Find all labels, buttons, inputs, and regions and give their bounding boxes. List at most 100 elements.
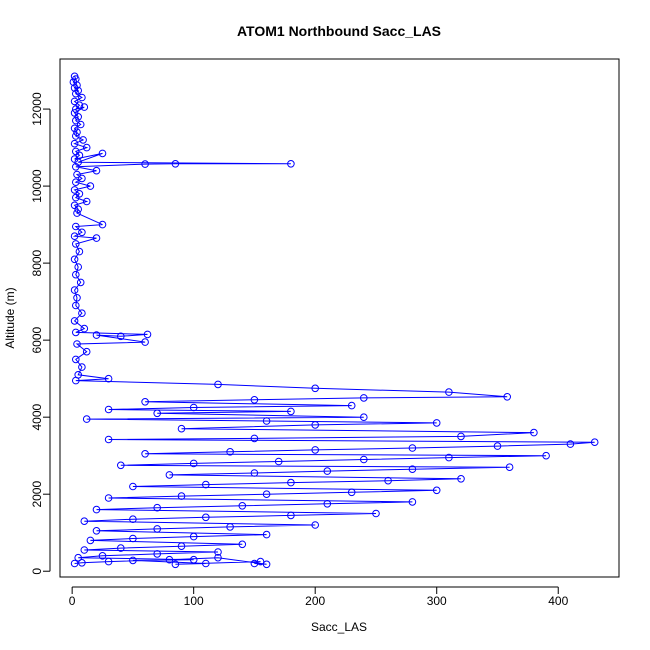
data-point [72, 328, 80, 337]
data-point [141, 160, 149, 168]
data-point [226, 523, 234, 531]
data-point [80, 103, 89, 111]
data-point [70, 186, 79, 194]
data-point [214, 553, 222, 562]
data-point [457, 432, 465, 441]
data-point [73, 294, 81, 302]
data-point [72, 301, 80, 310]
data-point [214, 548, 222, 556]
x-tick-label-0: 0 [69, 594, 76, 608]
data-point [202, 480, 210, 489]
y-tick-label-4: 8000 [30, 249, 44, 276]
data-point [262, 490, 271, 499]
data-point [226, 448, 234, 456]
data-point [202, 559, 210, 568]
data-point [153, 409, 161, 418]
data-point [189, 532, 198, 541]
data-point [104, 494, 113, 502]
y-tick-label-3: 6000 [30, 326, 44, 353]
data-point [384, 476, 392, 485]
data-point [78, 363, 86, 371]
data-point [250, 434, 259, 443]
data-point [92, 505, 101, 514]
data-point [262, 530, 271, 539]
data-point [590, 438, 599, 447]
data-point [98, 552, 107, 560]
data-point [92, 234, 101, 242]
y-tick-label-0: 0 [30, 568, 44, 575]
data-point [104, 405, 113, 414]
data-point [323, 500, 332, 508]
data-point [82, 197, 91, 206]
data-point [408, 498, 417, 506]
data-point [311, 446, 320, 454]
x-axis-label: Sacc_LAS [311, 620, 367, 634]
data-point [117, 461, 125, 470]
data-point [117, 332, 125, 341]
data-point [141, 398, 149, 406]
data-point [80, 546, 89, 554]
data-point [92, 166, 101, 175]
data-point [408, 465, 417, 474]
data-point [566, 440, 575, 448]
data-point [153, 550, 161, 558]
data-point [177, 542, 186, 551]
data-point [530, 428, 538, 437]
data-point [445, 453, 453, 462]
data-point [75, 247, 84, 256]
data-point [262, 417, 271, 425]
data-point [493, 442, 502, 450]
data-point [287, 160, 295, 168]
y-tick-label-1: 2000 [30, 481, 44, 508]
data-point [73, 209, 81, 217]
y-axis: 0 2000 4000 6000 8000 10000 12000 [30, 92, 51, 575]
data-point [74, 158, 82, 166]
data-point [287, 511, 295, 520]
x-tick-label-4: 400 [548, 594, 568, 608]
data-point [274, 457, 283, 466]
data-point [78, 93, 86, 102]
data-point [323, 467, 332, 475]
data-point [79, 136, 87, 144]
data-point [70, 255, 79, 264]
data-point [80, 324, 89, 333]
data-point [311, 384, 320, 393]
data-point [311, 521, 320, 529]
data-point [177, 424, 186, 433]
data-point [72, 116, 80, 125]
data-point [70, 97, 79, 106]
data-point [141, 450, 149, 458]
data-point [76, 278, 85, 287]
data-point [72, 163, 80, 171]
data-point [72, 132, 80, 140]
data-point [189, 555, 198, 564]
data-point [250, 396, 259, 404]
data-point [432, 486, 441, 495]
data-point [129, 556, 137, 565]
x-tick-label-2: 200 [305, 594, 325, 608]
data-point [70, 559, 79, 568]
data-point [72, 240, 80, 248]
data-point [72, 376, 80, 385]
data-point [287, 407, 295, 416]
data-point [202, 513, 210, 522]
data-point [104, 557, 113, 566]
data-point [74, 205, 82, 213]
data-point [98, 220, 107, 229]
data-point [82, 415, 91, 423]
data-point [165, 555, 174, 564]
data-point [129, 482, 137, 491]
data-point [72, 193, 80, 202]
data-point [73, 170, 81, 179]
data-point [72, 270, 80, 279]
data-point [503, 393, 512, 401]
data-point [360, 394, 368, 402]
data-point [98, 149, 107, 158]
data-point [74, 553, 82, 562]
x-tick-label-1: 100 [184, 594, 204, 608]
data-point [70, 286, 79, 294]
data-point [250, 469, 259, 477]
data-point [70, 124, 79, 133]
data-point [129, 534, 137, 543]
data-point [72, 355, 80, 364]
